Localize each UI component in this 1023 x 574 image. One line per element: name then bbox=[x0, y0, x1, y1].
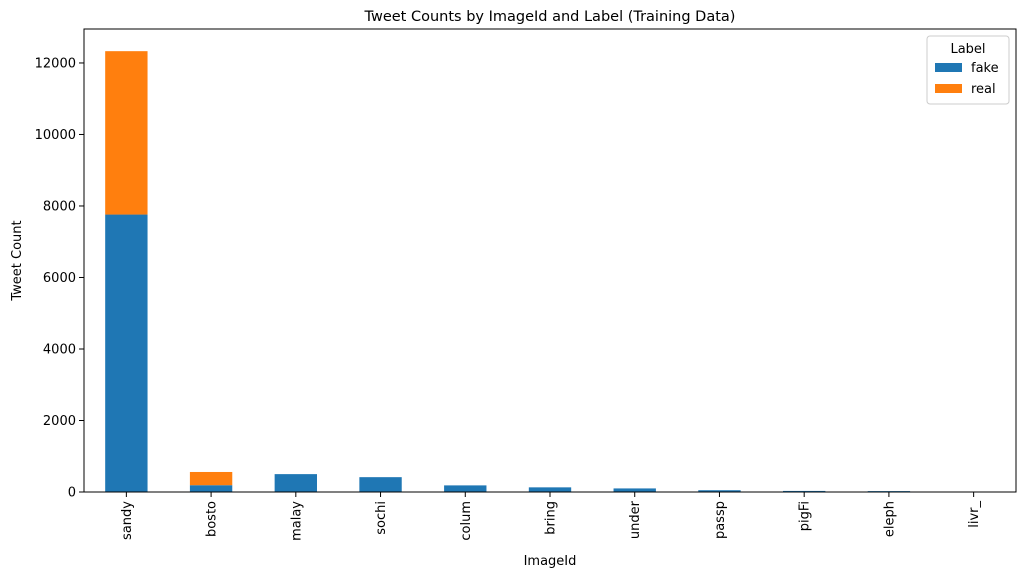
bars-group bbox=[105, 51, 995, 493]
x-tick-label: livr_ bbox=[967, 501, 982, 528]
bar-fake-sochi bbox=[359, 477, 402, 492]
x-tick-label: pigFi bbox=[798, 501, 813, 531]
x-axis: sandy bosto malay sochi colum bring under passp… bbox=[120, 492, 982, 541]
y-tick-label: 4000 bbox=[43, 342, 76, 357]
y-tick-label: 6000 bbox=[43, 271, 76, 286]
x-tick-label: colum bbox=[459, 501, 474, 541]
chart-title: Tweet Counts by ImageId and Label (Train… bbox=[364, 9, 736, 25]
x-axis-label: ImageId bbox=[524, 554, 577, 569]
x-tick-label: sandy bbox=[120, 501, 135, 540]
legend: Label fake real bbox=[926, 35, 1010, 105]
y-tick-label: 10000 bbox=[35, 128, 76, 143]
y-tick-label: 2000 bbox=[43, 414, 76, 429]
plot-frame bbox=[83, 28, 1017, 493]
bar-fake-colum bbox=[444, 485, 487, 492]
y-axis-label: Tweet Count bbox=[10, 220, 25, 301]
x-tick-label: sochi bbox=[374, 501, 389, 535]
bar-fake-passp bbox=[698, 490, 741, 492]
legend-swatch-fake bbox=[935, 63, 962, 72]
x-tick-label: passp bbox=[713, 501, 728, 539]
bar-fake-bring bbox=[528, 487, 572, 492]
x-tick-label: malay bbox=[289, 501, 304, 541]
legend-swatch-real bbox=[935, 84, 962, 93]
x-tick-label: under bbox=[628, 500, 643, 539]
y-tick-label: 8000 bbox=[43, 199, 76, 214]
legend-label-real: real bbox=[971, 82, 996, 97]
legend-label-fake: fake bbox=[971, 61, 999, 76]
x-tick-label: bosto bbox=[205, 501, 220, 537]
bar-real-sandy bbox=[105, 51, 148, 215]
bar-fake-under bbox=[613, 488, 656, 492]
bar-fake-pigFi bbox=[783, 490, 826, 492]
y-tick-label: 0 bbox=[68, 486, 76, 501]
bar-fake-sandy bbox=[105, 214, 148, 492]
x-tick-label: bring bbox=[544, 501, 559, 535]
y-axis: 0 2000 4000 6000 8000 10000 12000 bbox=[35, 56, 84, 501]
x-tick-label: eleph bbox=[882, 501, 897, 537]
y-tick-label: 12000 bbox=[35, 56, 76, 71]
bar-fake-bosto bbox=[189, 485, 233, 492]
bar-fake-malay bbox=[274, 474, 317, 492]
bar-real-bosto bbox=[189, 471, 233, 486]
legend-title: Label bbox=[950, 42, 985, 57]
